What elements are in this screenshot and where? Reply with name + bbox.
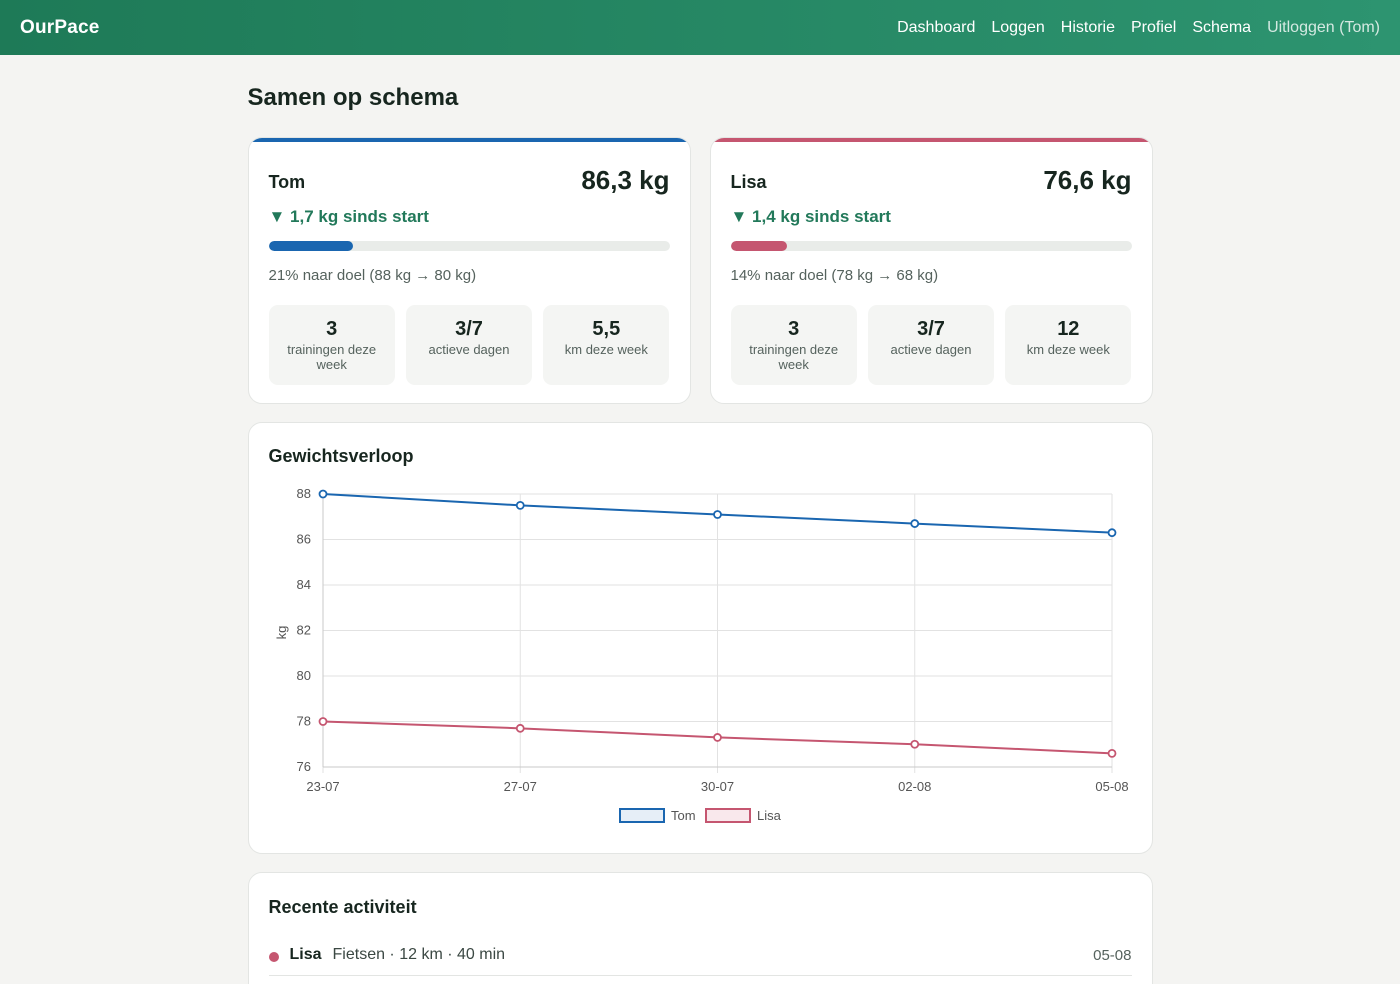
y-tick-label: 82 (296, 623, 310, 638)
current-weight: 86,3 kg (581, 165, 670, 195)
weight-delta: ▼ 1,4 kg sinds start (730, 207, 891, 226)
x-tick-label: 30-07 (700, 779, 733, 794)
person-card-tom: Tom 86,3 kg ▼ 1,7 kg sinds start 21% naa… (247, 137, 691, 404)
stat-label: trainingen deze week (749, 342, 839, 372)
y-tick-label: 88 (296, 486, 310, 501)
stat-trainings: 3 trainingen deze week (730, 305, 857, 385)
stat-active-days: 3/7 actieve dagen (867, 305, 995, 385)
stat-value: 3/7 (455, 318, 483, 340)
nav-logout[interactable]: Uitloggen (Tom) (1267, 18, 1380, 36)
weight-chart-card: 88 86 84 82 80 78 76 23-07 27-07 30-07 02-08 05-08 k… (247, 422, 1153, 854)
activity-person: Lisa (289, 946, 322, 963)
activity-dot (268, 951, 279, 962)
data-point-lisa (318, 717, 327, 726)
x-tick-label: 27-07 (503, 779, 536, 794)
y-axis-label: kg (274, 626, 289, 640)
stat-active-days: 3/7 actieve dagen (405, 305, 533, 385)
x-tick-label: 05-08 (1095, 779, 1128, 794)
goal-text: 21% naar doel (88 kg → 80 kg) (268, 267, 477, 284)
data-point-tom (712, 510, 722, 519)
goal-progress-fill (730, 241, 787, 251)
x-tick-label: 23-07 (306, 779, 339, 794)
activity-date: 05-08 (1093, 946, 1132, 964)
y-tick-label: 84 (296, 577, 310, 592)
legend-swatch-tom (618, 808, 665, 823)
data-point-lisa (712, 733, 722, 742)
person-card-lisa: Lisa 76,6 kg ▼ 1,4 kg sinds start 14% na… (709, 137, 1153, 404)
goal-progress-bar (268, 241, 670, 251)
card-accent-bar (710, 138, 1152, 142)
y-tick-label: 80 (296, 668, 310, 683)
page-title: Samen op schema (247, 84, 459, 111)
stat-label: km deze week (564, 342, 648, 357)
top-navbar: OurPace Dashboard Loggen Historie Profie… (0, 0, 1400, 55)
stat-value: 3/7 (917, 318, 945, 340)
stat-label: actieve dagen (890, 342, 972, 357)
main-nav: Dashboard Loggen Historie Profiel Schema… (881, 19, 1380, 37)
current-weight: 76,6 kg (1043, 165, 1132, 195)
legend-swatch-lisa (704, 808, 751, 823)
activity-desc: Fietsen · 12 km · 40 min (332, 946, 506, 963)
legend-label-lisa: Lisa (757, 808, 782, 823)
nav-loggen[interactable]: Loggen (991, 18, 1045, 36)
stat-value: 3 (326, 318, 338, 340)
recent-activity-card: Recente activiteit Lisa Fietsen · 12 km … (247, 872, 1153, 984)
stat-value: 3 (788, 318, 800, 340)
nav-profiel[interactable]: Profiel (1131, 18, 1177, 36)
data-point-lisa (909, 739, 919, 749)
stat-value: 12 (1057, 318, 1080, 340)
stat-value: 5,5 (592, 318, 621, 340)
data-point-tom (909, 519, 919, 528)
data-point-lisa (515, 723, 525, 733)
data-point-tom (318, 489, 327, 499)
weight-delta: ▼ 1,7 kg sinds start (268, 207, 429, 226)
goal-text: 14% naar doel (78 kg → 68 kg) (730, 267, 939, 284)
stat-trainings: 3 trainingen deze week (268, 305, 395, 385)
card-accent-bar (248, 138, 690, 142)
activity-title: Recente activiteit (268, 897, 417, 917)
nav-dashboard[interactable]: Dashboard (897, 18, 976, 36)
person-cards: Tom 86,3 kg ▼ 1,7 kg sinds start 21% naa… (247, 137, 1153, 404)
stats-row: 3 trainingen deze week 3/7 actieve dagen… (730, 305, 1132, 385)
x-tick-label: 02-08 (898, 779, 931, 794)
stat-km: 5,5 km deze week (543, 305, 670, 385)
stat-label: km deze week (1026, 342, 1110, 357)
weight-line-chart: 88 86 84 82 80 78 76 23-07 27-07 30-07 02-08 05-08 k… (274, 486, 1128, 823)
activity-item[interactable]: Lisa Fietsen · 12 km · 40 min 05-08 (268, 939, 1132, 976)
data-point-lisa (1107, 748, 1116, 758)
data-point-tom (1107, 528, 1116, 538)
goal-progress-fill (268, 241, 353, 251)
data-point-tom (515, 500, 525, 510)
nav-historie[interactable]: Historie (1060, 18, 1115, 36)
stat-label: actieve dagen (428, 342, 510, 357)
stats-row: 3 trainingen deze week 3/7 actieve dagen… (268, 305, 670, 385)
chart-title: Gewichtsverloop (268, 446, 414, 466)
y-tick-label: 78 (296, 714, 310, 729)
y-tick-label: 86 (296, 532, 310, 547)
stat-km: 12 km deze week (1005, 305, 1132, 385)
legend-label-tom: Tom (671, 808, 696, 823)
main-content: Samen op schema Tom 86,3 kg ▼ 1,7 kg sin… (247, 55, 1153, 984)
person-name: Tom (268, 172, 306, 192)
nav-schema[interactable]: Schema (1192, 18, 1252, 36)
y-tick-label: 76 (296, 759, 310, 774)
person-name: Lisa (730, 172, 767, 192)
goal-progress-bar (730, 241, 1132, 251)
brand-logo[interactable]: OurPace (20, 16, 100, 38)
stat-label: trainingen deze week (287, 342, 377, 372)
